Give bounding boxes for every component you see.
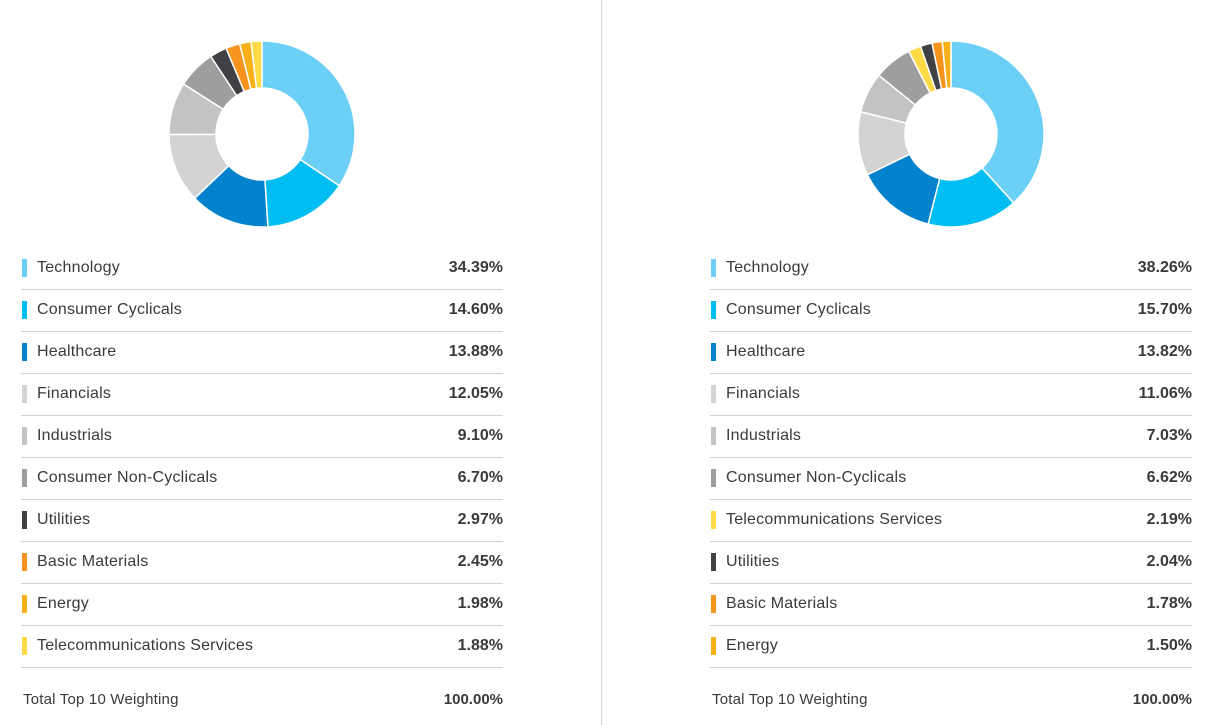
legend-swatch — [711, 511, 716, 529]
sector-row-utilities: Utilities 2.04% — [710, 542, 1192, 584]
sector-label: Healthcare — [726, 343, 806, 360]
sector-weight: 14.60% — [448, 301, 503, 318]
sector-row-technology: Technology 34.39% — [21, 248, 503, 290]
panel-divider — [601, 0, 602, 725]
sector-label: Consumer Cyclicals — [726, 301, 871, 318]
sector-weight: 6.62% — [1146, 469, 1192, 486]
sector-label: Energy — [37, 595, 89, 612]
legend-swatch — [711, 637, 716, 655]
total-label: Total Top 10 Weighting — [23, 691, 179, 708]
sector-label: Telecommunications Services — [37, 637, 254, 654]
sector-label: Basic Materials — [37, 553, 149, 570]
sector-weight: 13.88% — [448, 343, 503, 360]
sector-weight: 2.04% — [1146, 553, 1192, 570]
sector-label: Consumer Non-Cyclicals — [37, 469, 218, 486]
sector-weight: 1.98% — [457, 595, 503, 612]
legend-swatch — [711, 259, 716, 277]
sector-row-healthcare: Healthcare 13.88% — [21, 332, 503, 374]
sector-label: Financials — [726, 385, 801, 402]
total-value: 100.00% — [443, 691, 503, 708]
sector-row-technology: Technology 38.26% — [710, 248, 1192, 290]
sector-row-industrials: Industrials 7.03% — [710, 416, 1192, 458]
donut-slice-technology[interactable] — [261, 40, 356, 187]
sector-row-telecommunications-services: Telecommunications Services 1.88% — [21, 626, 503, 668]
sector-row-consumer-non-cyclicals: Consumer Non-Cyclicals 6.62% — [710, 458, 1192, 500]
legend-swatch — [22, 553, 27, 571]
sector-weight: 13.82% — [1137, 343, 1192, 360]
sector-weight: 9.10% — [457, 427, 503, 444]
sector-label: Consumer Cyclicals — [37, 301, 182, 318]
sector-weight: 15.70% — [1137, 301, 1192, 318]
total-row-right: Total Top 10 Weighting 100.00% — [710, 691, 1192, 713]
sector-row-consumer-cyclicals: Consumer Cyclicals 15.70% — [710, 290, 1192, 332]
sector-weight: 2.19% — [1146, 511, 1192, 528]
total-row-left: Total Top 10 Weighting 100.00% — [21, 691, 503, 713]
legend-swatch — [711, 469, 716, 487]
sector-label: Utilities — [37, 511, 91, 528]
legend-swatch — [22, 385, 27, 403]
sector-row-energy: Energy 1.50% — [710, 626, 1192, 668]
sector-weight: 6.70% — [457, 469, 503, 486]
donut-chart-right — [857, 40, 1045, 228]
legend-swatch — [711, 553, 716, 571]
sector-panel-left: Technology 34.39% Consumer Cyclicals 14.60%… — [21, 0, 503, 725]
sector-row-basic-materials: Basic Materials 2.45% — [21, 542, 503, 584]
sector-label: Utilities — [726, 553, 780, 570]
legend-swatch — [711, 385, 716, 403]
legend-swatch — [22, 301, 27, 319]
sector-row-industrials: Industrials 9.10% — [21, 416, 503, 458]
donut-chart-left — [168, 40, 356, 228]
sector-label: Basic Materials — [726, 595, 838, 612]
sector-weight: 38.26% — [1137, 259, 1192, 276]
sector-panel-right: Technology 38.26% Consumer Cyclicals 15.70%… — [710, 0, 1192, 725]
legend-swatch — [22, 427, 27, 445]
sector-row-basic-materials: Basic Materials 1.78% — [710, 584, 1192, 626]
sector-row-telecommunications-services: Telecommunications Services 2.19% — [710, 500, 1192, 542]
donut-slice-technology[interactable] — [950, 40, 1045, 204]
donut-slice-telecommunications-services[interactable] — [250, 40, 263, 90]
donut-slice-energy[interactable] — [941, 40, 952, 90]
sector-weight: 1.78% — [1146, 595, 1192, 612]
sector-weight: 2.97% — [457, 511, 503, 528]
sector-label: Industrials — [726, 427, 802, 444]
sector-table-left: Technology 34.39% Consumer Cyclicals 14.60%… — [21, 248, 503, 668]
sector-row-financials: Financials 12.05% — [21, 374, 503, 416]
sector-weight: 1.50% — [1146, 637, 1192, 654]
sector-label: Healthcare — [37, 343, 117, 360]
sector-row-consumer-cyclicals: Consumer Cyclicals 14.60% — [21, 290, 503, 332]
sector-label: Financials — [37, 385, 112, 402]
sector-label: Technology — [726, 259, 809, 276]
legend-swatch — [711, 301, 716, 319]
sector-weight: 1.88% — [457, 637, 503, 654]
sector-label: Telecommunications Services — [726, 511, 943, 528]
sector-label: Energy — [726, 637, 778, 654]
legend-swatch — [711, 595, 716, 613]
total-value: 100.00% — [1132, 691, 1192, 708]
legend-swatch — [711, 343, 716, 361]
sector-weight: 7.03% — [1146, 427, 1192, 444]
sector-label: Consumer Non-Cyclicals — [726, 469, 907, 486]
sector-table-right: Technology 38.26% Consumer Cyclicals 15.70%… — [710, 248, 1192, 668]
legend-swatch — [711, 427, 716, 445]
sector-row-utilities: Utilities 2.97% — [21, 500, 503, 542]
sector-row-energy: Energy 1.98% — [21, 584, 503, 626]
total-label: Total Top 10 Weighting — [712, 691, 868, 708]
sector-row-healthcare: Healthcare 13.82% — [710, 332, 1192, 374]
sector-weight: 11.06% — [1138, 385, 1192, 402]
sector-row-financials: Financials 11.06% — [710, 374, 1192, 416]
legend-swatch — [22, 595, 27, 613]
sector-label: Technology — [37, 259, 120, 276]
sector-label: Industrials — [37, 427, 113, 444]
legend-swatch — [22, 469, 27, 487]
sector-weight: 12.05% — [448, 385, 503, 402]
sector-weight: 2.45% — [457, 553, 503, 570]
legend-swatch — [22, 511, 27, 529]
legend-swatch — [22, 343, 27, 361]
sector-row-consumer-non-cyclicals: Consumer Non-Cyclicals 6.70% — [21, 458, 503, 500]
legend-swatch — [22, 637, 27, 655]
legend-swatch — [22, 259, 27, 277]
sector-weight: 34.39% — [448, 259, 503, 276]
